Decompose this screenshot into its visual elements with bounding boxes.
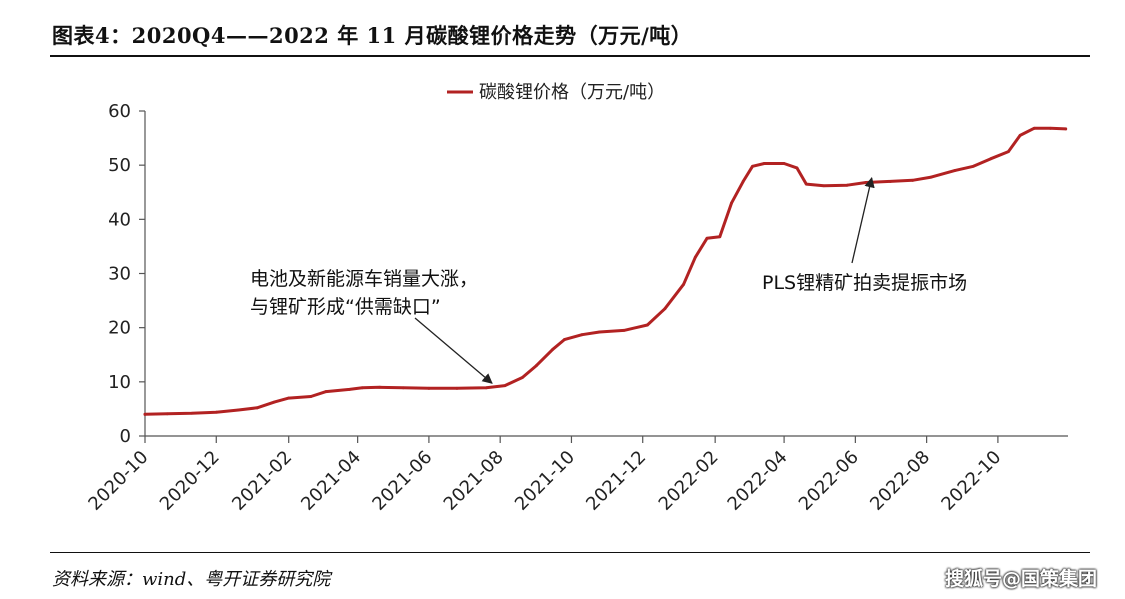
x-tick-label: 2022-08	[866, 447, 934, 515]
data-point	[782, 162, 786, 165]
data-point	[360, 386, 364, 390]
data-point	[534, 364, 538, 367]
series-line	[143, 126, 1068, 416]
x-tick-label: 2022-04	[724, 447, 792, 515]
x-tick-label: 2022-06	[795, 447, 863, 515]
data-point	[682, 282, 686, 286]
data-point	[309, 395, 313, 398]
y-tick-label: 30	[108, 264, 131, 285]
y-tick-label: 60	[108, 101, 131, 122]
figure-title: 图表4：2020Q4——2022 年 11 月碳酸锂价格走势（万元/吨）	[52, 23, 693, 48]
annotation-text: 与锂矿形成“供需缺口”	[250, 296, 441, 318]
x-tick-label: 2021-10	[511, 447, 579, 515]
x-tick-label: 2021-06	[368, 447, 436, 515]
data-point	[1064, 127, 1068, 131]
data-point	[718, 235, 722, 239]
data-point	[1049, 126, 1052, 130]
annotation-arrow	[851, 176, 875, 264]
data-point	[348, 388, 351, 391]
data-point	[484, 386, 488, 390]
data-point	[911, 178, 915, 182]
y-tick-label: 40	[108, 209, 131, 230]
y-tick-label: 10	[108, 372, 131, 393]
data-point	[427, 386, 431, 390]
data-point	[324, 390, 328, 393]
data-point	[622, 328, 626, 332]
footer-rule	[50, 552, 1090, 553]
x-tick-label: 2022-02	[655, 447, 723, 515]
watermark: 搜狐号@国策集团	[944, 568, 1097, 590]
data-point	[401, 386, 405, 390]
data-point	[1032, 126, 1036, 130]
x-tick-label: 2021-08	[440, 447, 508, 515]
y-tick-label: 0	[120, 426, 131, 447]
data-point	[563, 338, 566, 341]
title-rule	[50, 55, 1090, 57]
data-point	[1007, 150, 1010, 154]
data-point	[741, 180, 745, 183]
y-tick-label: 20	[108, 318, 131, 339]
data-point	[864, 181, 868, 184]
data-point	[214, 410, 218, 414]
annotation-text: 电池及新能源车销量大涨，	[250, 268, 478, 290]
data-point	[143, 412, 147, 416]
data-point	[378, 385, 382, 389]
legend-label: 碳酸锂价格（万元/吨）	[479, 82, 665, 103]
data-point	[889, 180, 892, 183]
data-point	[845, 183, 849, 187]
data-point	[455, 386, 459, 390]
x-tick-label: 2021-02	[228, 447, 296, 515]
data-point	[503, 384, 507, 388]
x-tick-label: 2020-12	[156, 447, 224, 515]
data-point	[989, 157, 993, 161]
x-tick-label: 2021-04	[297, 447, 365, 515]
data-point	[598, 330, 601, 334]
data-point	[971, 164, 975, 168]
annotation-text: PLS锂精矿拍卖提振市场	[762, 272, 967, 294]
x-tick-label: 2022-10	[937, 447, 1005, 515]
data-point	[520, 376, 524, 379]
data-point	[751, 164, 754, 168]
x-tick-label: 2020-10	[84, 447, 152, 515]
annotation-arrow	[414, 317, 493, 384]
data-point	[693, 255, 697, 259]
y-tick-label: 50	[108, 155, 131, 176]
data-point	[551, 347, 555, 351]
data-point	[580, 333, 584, 337]
data-point	[822, 184, 826, 188]
data-point	[795, 166, 799, 170]
data-point	[273, 400, 277, 404]
data-point	[663, 307, 667, 311]
data-point	[1018, 133, 1022, 137]
data-point	[929, 175, 933, 179]
data-point	[165, 412, 169, 416]
data-point	[255, 406, 259, 410]
data-point	[190, 411, 194, 415]
source-note: 资料来源：wind、粤开证券研究院	[52, 569, 331, 590]
data-point	[705, 236, 709, 240]
data-point	[730, 201, 733, 205]
data-point	[953, 169, 957, 172]
data-point	[287, 396, 291, 400]
data-point	[645, 323, 649, 327]
data-point	[762, 162, 766, 165]
x-tick-label: 2021-12	[582, 447, 650, 515]
data-point	[804, 182, 808, 186]
data-point	[237, 408, 240, 412]
